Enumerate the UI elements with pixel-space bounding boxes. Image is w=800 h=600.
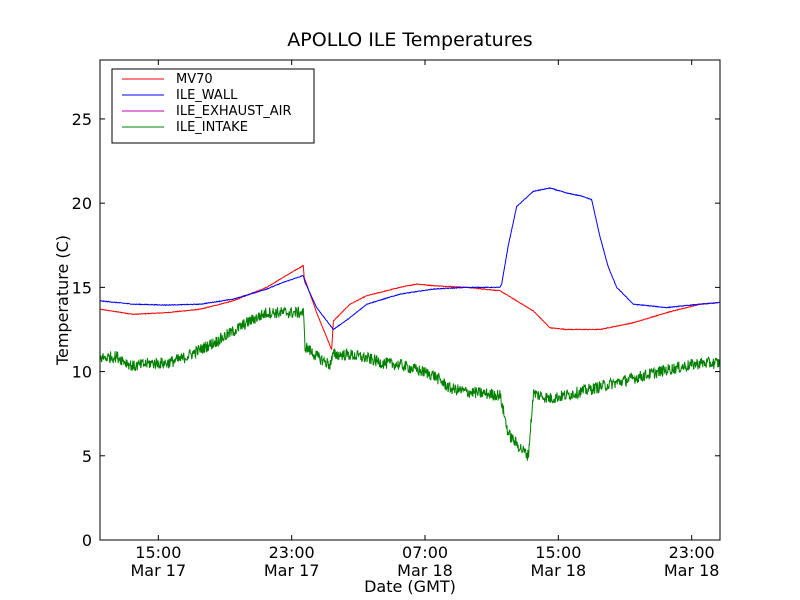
chart-title: APOLLO ILE Temperatures [287, 29, 532, 51]
x-tick-label-time: 07:00 [402, 543, 448, 562]
x-tick-label-time: 15:00 [535, 543, 581, 562]
plot-frame [99, 59, 721, 541]
legend-label: ILE_EXHAUST_AIR [176, 104, 292, 119]
y-tick-label: 25 [72, 110, 92, 129]
x-tick-label-time: 23:00 [669, 543, 715, 562]
legend-label: ILE_WALL [176, 88, 238, 103]
y-tick-label: 10 [72, 363, 92, 382]
x-tick-label-time: 15:00 [135, 543, 181, 562]
x-tick-label-date: Mar 17 [264, 561, 320, 580]
y-tick-label: 0 [82, 531, 92, 550]
series-line-ile-wall [99, 187, 721, 331]
x-tick-label-date: Mar 18 [397, 561, 453, 580]
y-tick-label: 5 [82, 447, 92, 466]
x-tick-label-time: 23:00 [269, 543, 315, 562]
legend-box [111, 68, 315, 144]
series-line-ile-intake [99, 306, 721, 461]
legend-label: MV70 [176, 72, 213, 87]
x-tick-label-date: Mar 18 [664, 561, 720, 580]
series-line-mv70 [99, 264, 721, 350]
x-tick-label-date: Mar 18 [531, 561, 587, 580]
x-axis-title: Date (GMT) [364, 577, 456, 596]
y-tick-label: 15 [72, 278, 92, 297]
legend-label: ILE_INTAKE [176, 120, 248, 135]
y-tick-label: 20 [72, 194, 92, 213]
series-layer [99, 187, 721, 461]
y-axis-title: Temperature (C) [53, 235, 72, 366]
x-tick-label-date: Mar 17 [131, 561, 187, 580]
